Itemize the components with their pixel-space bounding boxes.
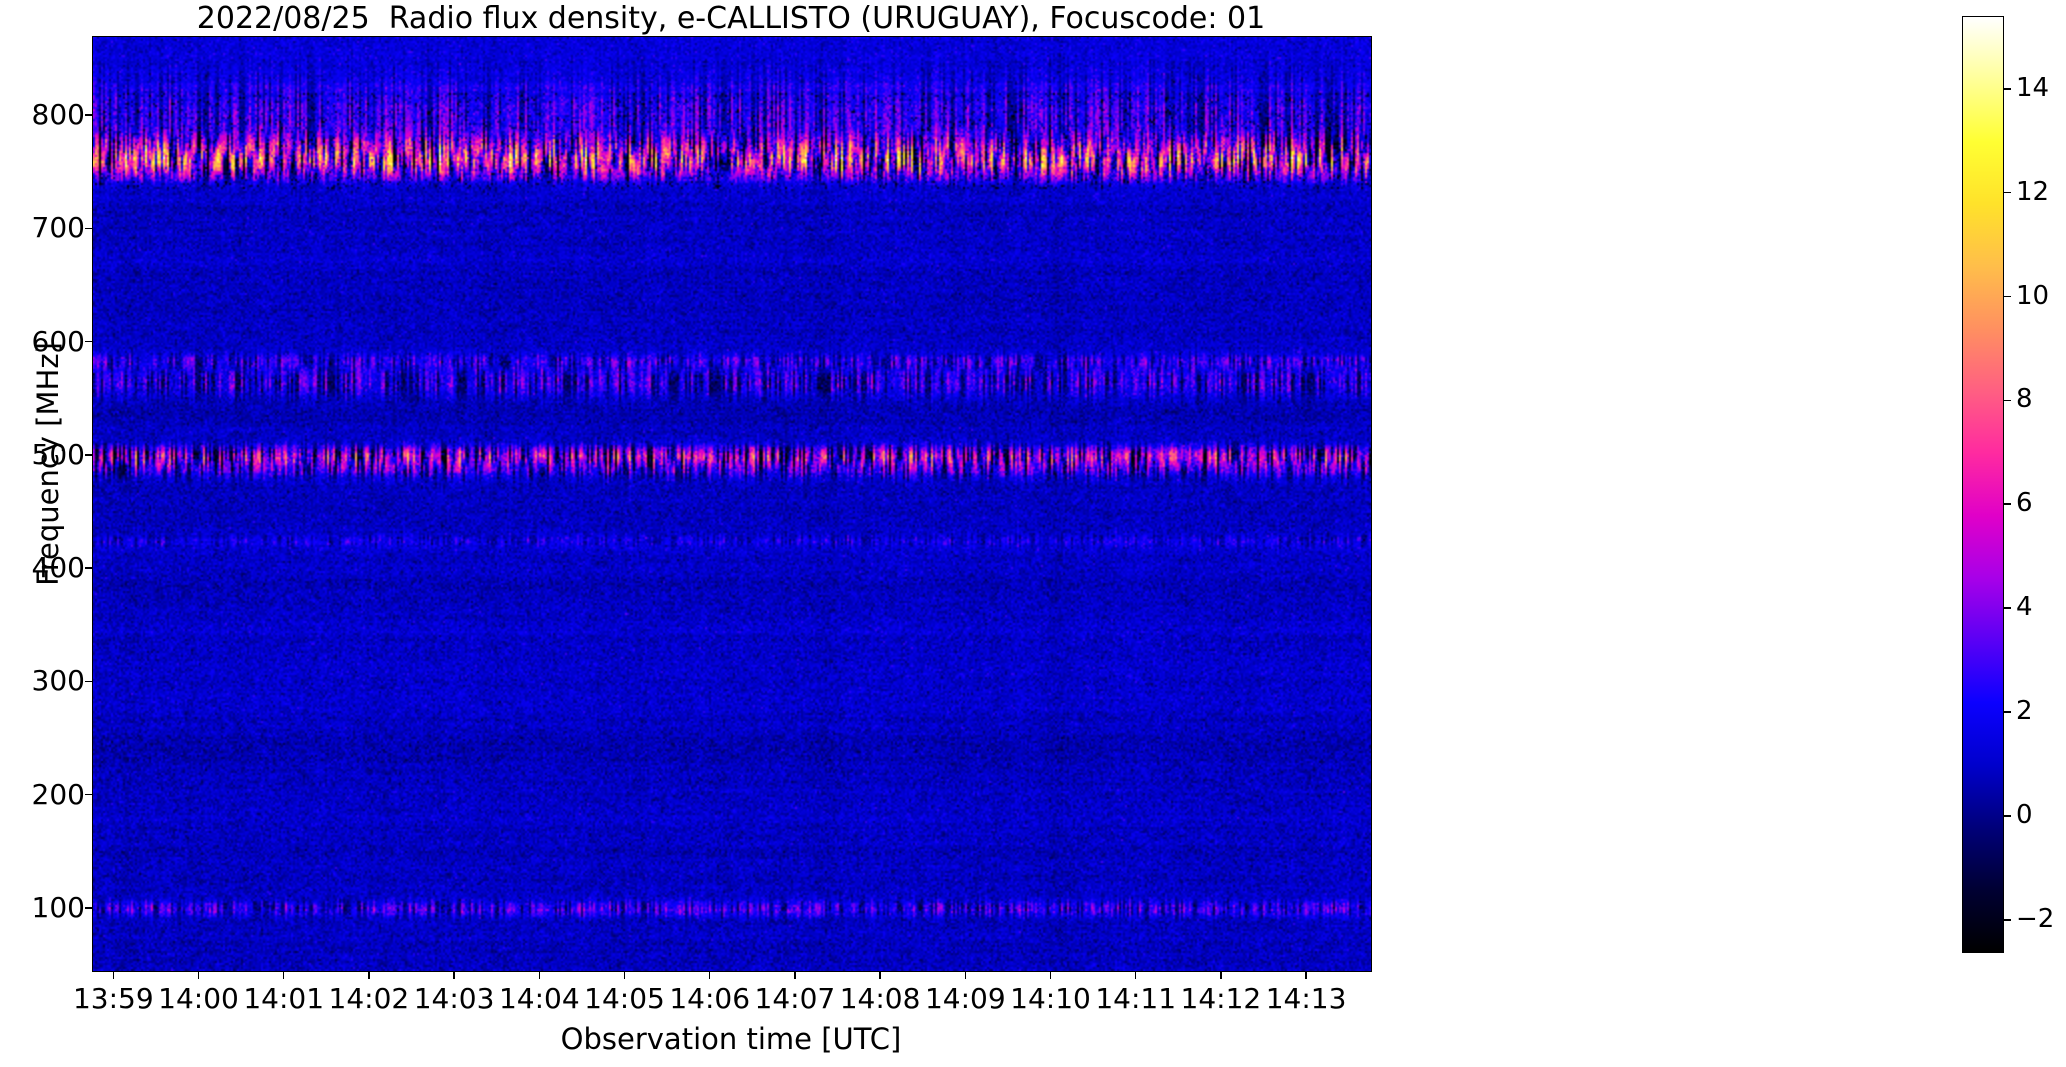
x-axis-tick-1411: 14:11 xyxy=(1095,982,1177,1015)
x-axis-tick-1404: 14:04 xyxy=(498,982,580,1015)
y-axis-tick-600: 600 xyxy=(31,324,85,358)
x-tick-mark xyxy=(879,972,881,979)
x-tick-mark xyxy=(368,972,370,979)
colorbar-tick-mark xyxy=(2004,295,2011,298)
y-axis-tick-800: 800 xyxy=(31,98,85,132)
x-axis-tick-1359: 13:59 xyxy=(72,982,154,1015)
y-axis-tick-200: 200 xyxy=(31,777,85,811)
y-tick-mark xyxy=(85,454,92,456)
colorbar-tick-label: 6 xyxy=(2016,488,2033,519)
y-axis-tick-marks xyxy=(85,36,93,970)
colorbar-tick-label: 4 xyxy=(2016,592,2033,623)
x-tick-mark xyxy=(1220,972,1222,979)
x-tick-mark xyxy=(1049,972,1052,979)
colorbar-tick-label: 14 xyxy=(2016,72,2050,103)
x-tick-mark xyxy=(112,972,115,979)
colorbar-tick-mark xyxy=(2004,399,2011,402)
x-tick-mark xyxy=(453,972,455,979)
spectrogram-image xyxy=(93,37,1371,971)
y-axis-tick-labels: 800 700 600 500 400 300 200 100 xyxy=(0,36,85,970)
colorbar-tick-mark xyxy=(2004,503,2011,506)
colorbar-tick-label: −2 xyxy=(2016,903,2055,934)
x-axis-tick-1400: 14:00 xyxy=(158,982,239,1015)
x-axis-tick-1413: 14:13 xyxy=(1265,982,1347,1015)
x-tick-mark xyxy=(708,972,711,979)
y-tick-mark xyxy=(85,906,92,909)
x-tick-mark xyxy=(197,972,200,979)
y-tick-mark xyxy=(85,227,92,230)
x-tick-mark xyxy=(282,972,285,979)
x-axis-tick-1405: 14:05 xyxy=(584,982,665,1015)
x-tick-mark xyxy=(538,972,541,979)
colorbar-tick-label: 12 xyxy=(2016,176,2050,207)
y-axis-tick-500: 500 xyxy=(31,437,85,471)
colorbar xyxy=(1962,16,2004,953)
colorbar-tick-label: 8 xyxy=(2016,384,2033,415)
x-axis-tick-1406: 14:06 xyxy=(669,982,751,1015)
x-tick-mark xyxy=(1134,972,1137,979)
y-tick-mark xyxy=(85,793,92,796)
y-axis-tick-100: 100 xyxy=(31,890,85,924)
x-tick-mark xyxy=(794,972,796,979)
y-tick-mark xyxy=(85,567,92,569)
x-axis-tick-1408: 14:08 xyxy=(839,982,921,1015)
y-axis-tick-400: 400 xyxy=(31,551,85,585)
x-axis-tick-1401: 14:01 xyxy=(243,982,325,1015)
y-axis-tick-700: 700 xyxy=(31,211,85,245)
x-tick-mark xyxy=(1305,972,1307,979)
y-tick-mark xyxy=(85,340,92,343)
x-axis-tick-1412: 14:12 xyxy=(1180,982,1262,1015)
x-axis-ticks: 13:59 14:00 14:01 14:02 14:03 14:04 14:05 14:06… xyxy=(73,972,1372,1018)
colorbar-tick-label: 2 xyxy=(2016,696,2033,727)
colorbar-ticks: 14 12 10 8 6 4 2 0 −2 xyxy=(2004,16,2064,951)
y-tick-mark xyxy=(85,114,92,117)
colorbar-tick-label: 10 xyxy=(2016,280,2050,311)
colorbar-tick-mark xyxy=(2004,87,2011,90)
x-tick-mark xyxy=(623,972,626,979)
x-tick-mark xyxy=(964,972,967,979)
y-axis-tick-300: 300 xyxy=(31,664,85,698)
colorbar-tick-mark xyxy=(2004,191,2011,194)
x-axis-tick-1402: 14:02 xyxy=(328,982,410,1015)
colorbar-tick-mark xyxy=(2004,607,2011,609)
x-axis-tick-1409: 14:09 xyxy=(924,982,1006,1015)
x-axis-tick-1407: 14:07 xyxy=(754,982,836,1015)
spectrogram-plot-area xyxy=(92,36,1372,972)
y-tick-mark xyxy=(85,680,92,683)
colorbar-tick-mark xyxy=(2004,711,2011,713)
x-axis-tick-1403: 14:03 xyxy=(413,982,495,1015)
x-axis-label: Observation time [UTC] xyxy=(560,1022,902,1056)
colorbar-gradient xyxy=(1963,17,2003,952)
colorbar-tick-mark xyxy=(2004,919,2011,921)
colorbar-tick-label: 0 xyxy=(2016,799,2033,830)
page-title: 2022/08/25 Radio flux density, e-CALLIST… xyxy=(196,1,1266,36)
y-axis-label: Frequency [MHz] xyxy=(31,342,65,586)
x-axis-tick-1410: 14:10 xyxy=(1010,982,1091,1015)
colorbar-tick-mark xyxy=(2004,815,2011,817)
